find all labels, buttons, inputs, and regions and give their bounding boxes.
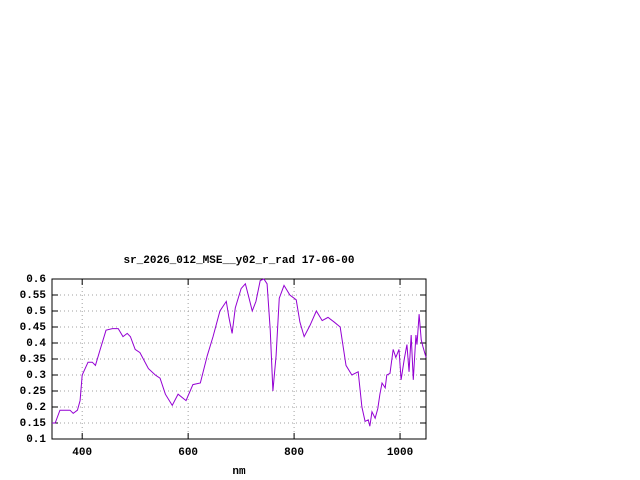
y-tick-label: 0.55 bbox=[20, 290, 47, 302]
y-tick-label: 0.3 bbox=[26, 370, 46, 382]
y-tick-label: 0.35 bbox=[20, 354, 47, 366]
x-axis-label: nm bbox=[232, 466, 246, 478]
y-tick-label: 0.6 bbox=[26, 274, 46, 286]
y-tick-label: 0.2 bbox=[26, 402, 46, 414]
y-tick-label: 0.45 bbox=[20, 322, 47, 334]
y-tick-label: 0.25 bbox=[20, 386, 47, 398]
y-tick-label: 0.15 bbox=[20, 418, 47, 430]
x-tick-label: 1000 bbox=[387, 447, 413, 459]
x-tick-label: 600 bbox=[178, 447, 198, 459]
plot-border bbox=[51, 278, 427, 440]
y-tick-label: 0.5 bbox=[26, 306, 46, 318]
y-tick-label: 0.4 bbox=[26, 338, 46, 350]
x-tick-label: 800 bbox=[284, 447, 304, 459]
x-tick-label: 400 bbox=[72, 447, 92, 459]
y-tick-label: 0.1 bbox=[26, 434, 46, 446]
data-line bbox=[52, 278, 427, 427]
chart-title: sr_2026_012_MSE__y02_r_rad 17-06-00 bbox=[123, 255, 354, 267]
